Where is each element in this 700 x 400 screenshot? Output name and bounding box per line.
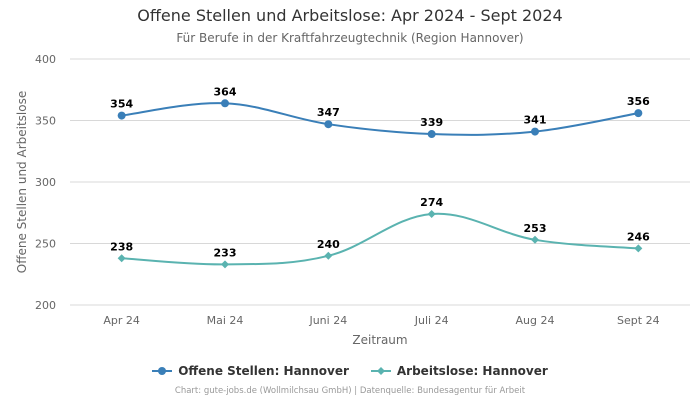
y-tick-label: 400 (35, 53, 56, 66)
data-label: 240 (317, 238, 340, 251)
data-label: 238 (110, 240, 133, 253)
data-point (117, 111, 126, 120)
chart-subtitle: Für Berufe in der Kraftfahrzeugtechnik (… (176, 31, 524, 45)
y-tick-label: 300 (35, 176, 56, 189)
y-axis-title: Offene Stellen und Arbeitslose (15, 91, 29, 273)
chart-credits[interactable]: Chart: gute-jobs.de (Wollmilchsau GmbH) … (174, 386, 526, 396)
data-label: 347 (317, 106, 340, 119)
data-label: 356 (627, 95, 650, 108)
data-label: 246 (627, 230, 650, 243)
data-point (427, 209, 436, 218)
data-point (117, 254, 126, 263)
legend-label-offene-stellen: Offene Stellen: Hannover (178, 364, 349, 378)
x-tick-label: Aug 24 (516, 314, 555, 327)
series-line-1 (121, 212, 639, 266)
y-tick-label: 250 (35, 238, 56, 251)
data-label: 354 (110, 98, 133, 111)
x-tick-label: Mai 24 (207, 314, 244, 327)
chart-title: Offene Stellen und Arbeitslose: Apr 2024… (137, 6, 563, 25)
data-point (221, 260, 229, 269)
legend-item-arbeitslose[interactable]: Arbeitslose: Hannover (370, 364, 548, 378)
data-point (221, 99, 229, 108)
legend-item-offene-stellen[interactable]: Offene Stellen: Hannover (152, 364, 349, 378)
y-tick-label: 350 (35, 115, 56, 128)
x-tick-label: Apr 24 (103, 314, 140, 327)
x-tick-label: Sept 24 (617, 314, 660, 327)
data-label: 364 (214, 85, 237, 98)
x-axis-title: Zeitraum (352, 333, 407, 347)
data-point (634, 244, 643, 253)
data-label: 341 (524, 114, 547, 127)
data-label: 253 (524, 222, 547, 235)
y-tick-label: 200 (35, 299, 56, 312)
legend-label-arbeitslose: Arbeitslose: Hannover (396, 364, 548, 378)
data-point (427, 130, 436, 139)
data-point (324, 251, 333, 260)
diamond-marker-icon (370, 367, 391, 375)
x-tick-label: Juli 24 (414, 314, 449, 327)
circle-marker-icon (152, 367, 173, 375)
data-point (634, 109, 643, 118)
data-label: 274 (420, 196, 443, 209)
data-label: 233 (214, 246, 237, 259)
data-label: 339 (420, 116, 443, 129)
chart-legend: Offene Stellen: Hannover Arbeitslose: Ha… (0, 364, 700, 378)
data-point (324, 120, 333, 129)
data-point (531, 235, 539, 244)
data-point (531, 127, 539, 136)
series-line-0 (121, 102, 639, 136)
x-tick-label: Juni 24 (308, 314, 347, 327)
